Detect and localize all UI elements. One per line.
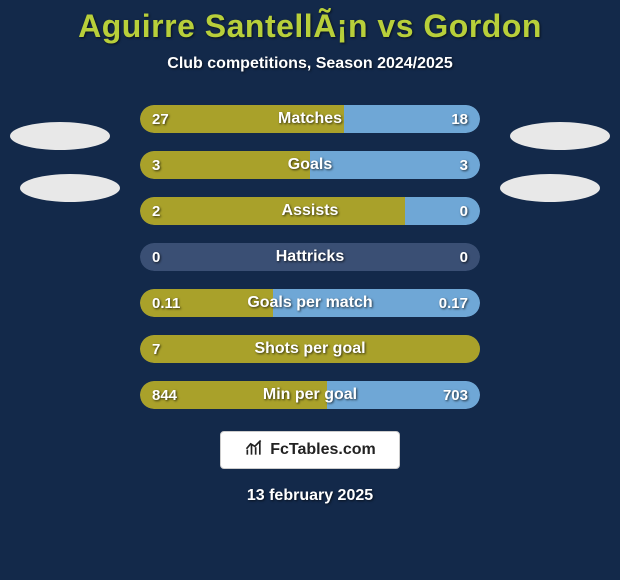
fill-right bbox=[327, 381, 480, 409]
chart-bars-icon bbox=[244, 438, 264, 463]
stat-row: 0.110.17Goals per match bbox=[140, 289, 480, 317]
stat-row: 00Hattricks bbox=[140, 243, 480, 271]
player-left-ellipse-1 bbox=[10, 122, 110, 150]
fill-left bbox=[140, 289, 273, 317]
page-title: Aguirre SantellÃ¡n vs Gordon bbox=[78, 8, 542, 45]
fill-right bbox=[344, 105, 480, 133]
footer-date: 13 february 2025 bbox=[247, 487, 373, 505]
player-right-ellipse-2 bbox=[500, 174, 600, 202]
fill-left bbox=[140, 335, 480, 363]
watermark-badge: FcTables.com bbox=[220, 431, 400, 469]
player-right-ellipse-1 bbox=[510, 122, 610, 150]
comparison-infographic: Aguirre SantellÃ¡n vs Gordon Club compet… bbox=[0, 0, 620, 580]
watermark-text: FcTables.com bbox=[270, 441, 376, 459]
stat-row: 33Goals bbox=[140, 151, 480, 179]
fill-right bbox=[310, 151, 480, 179]
page-subtitle: Club competitions, Season 2024/2025 bbox=[167, 55, 452, 73]
row-track bbox=[140, 243, 480, 271]
player-left-ellipse-2 bbox=[20, 174, 120, 202]
fill-right bbox=[273, 289, 480, 317]
fill-left bbox=[140, 105, 344, 133]
stat-row: 2718Matches bbox=[140, 105, 480, 133]
fill-left bbox=[140, 197, 405, 225]
stat-row: 844703Min per goal bbox=[140, 381, 480, 409]
fill-left bbox=[140, 151, 310, 179]
fill-right bbox=[405, 197, 480, 225]
stat-row: 20Assists bbox=[140, 197, 480, 225]
fill-left bbox=[140, 381, 327, 409]
comparison-bars: 2718Matches 33Goals 20Assists 00Hattricks 0.… bbox=[140, 105, 480, 409]
stat-row: 7Shots per goal bbox=[140, 335, 480, 363]
